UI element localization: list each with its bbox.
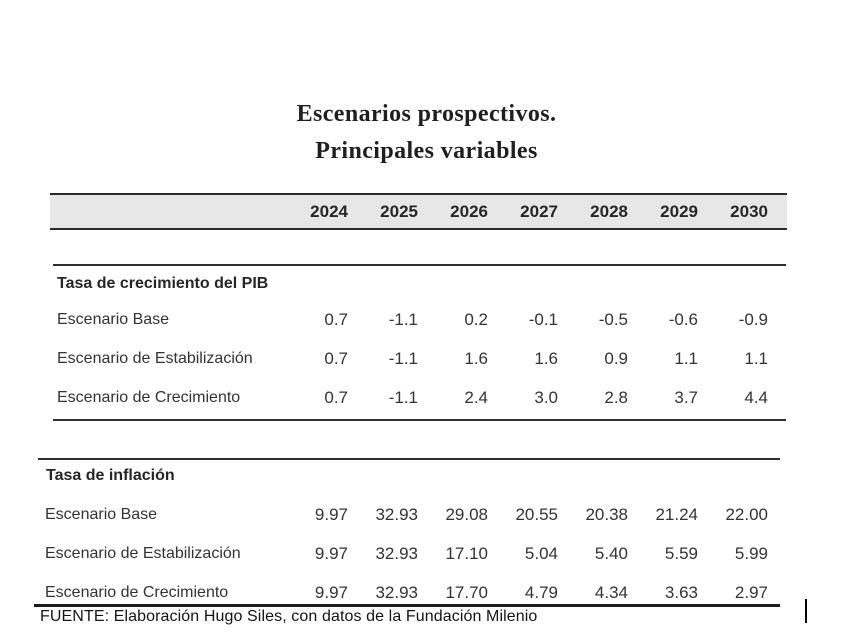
- table-row: Escenario Base 0.7 -1.1 0.2 -0.1 -0.5 -0.6 -0.9: [47, 308, 786, 332]
- table-row: Escenario de Estabilización 9.97 32.93 17.1…: [45, 542, 786, 566]
- value-cell: 0.7: [324, 310, 348, 329]
- value-cell: 9.97: [314, 583, 348, 602]
- value-cell: 3.63: [664, 583, 698, 602]
- value-cell: 1.6: [464, 349, 488, 368]
- table-row: Escenario de Crecimiento 9.97 32.93 17.70 4.…: [45, 581, 786, 605]
- value-cell: -1.1: [388, 388, 418, 407]
- table-row: Escenario Base 9.97 32.93 29.08 20.55 20.38 21…: [45, 503, 786, 527]
- year-header-row: 2024 2025 2026 2027 2028 2029 2030: [50, 193, 787, 230]
- value-cell: 4.79: [524, 583, 558, 602]
- year-header-cell: 2026: [450, 201, 488, 221]
- text-cursor-mark: [805, 599, 807, 623]
- value-cell: 2.8: [604, 388, 628, 407]
- value-cell: -1.1: [388, 310, 418, 329]
- source-note: FUENTE: Elaboración Hugo Siles, con dato…: [40, 608, 538, 625]
- value-cell: 17.10: [445, 544, 488, 563]
- value-cell: 4.4: [744, 388, 768, 407]
- value-cell: -0.1: [528, 310, 558, 329]
- section-header: Tasa de crecimiento del PIB: [57, 275, 269, 292]
- value-cell: 20.55: [515, 505, 558, 524]
- value-cell: 5.40: [594, 544, 628, 563]
- value-cell: 1.1: [674, 349, 698, 368]
- value-cell: 3.7: [674, 388, 698, 407]
- year-header-cell: 2030: [730, 201, 768, 221]
- section-gdp-growth: Tasa de crecimiento del PIB Escenario Ba…: [47, 274, 786, 410]
- row-label: Escenario de Crecimiento: [57, 389, 241, 406]
- row-label: Escenario de Crecimiento: [45, 584, 229, 601]
- section-rows: Escenario Base 0.7 -1.1 0.2 -0.1 -0.5 -0.6 -0.9…: [47, 308, 786, 410]
- rule-table-bottom: [34, 604, 780, 607]
- value-cell: 20.38: [585, 505, 628, 524]
- row-label: Escenario de Estabilización: [45, 545, 241, 562]
- row-label: Escenario Base: [57, 311, 170, 328]
- value-cell: 0.9: [604, 349, 628, 368]
- value-cell: 3.0: [534, 388, 558, 407]
- section-rows: Escenario Base 9.97 32.93 29.08 20.55 20.38 21…: [45, 503, 786, 605]
- year-header-cell: 2029: [660, 201, 698, 221]
- value-cell: 1.6: [534, 349, 558, 368]
- year-header-cell: 2028: [590, 201, 628, 221]
- value-cell: 5.04: [524, 544, 558, 563]
- value-cell: 4.34: [594, 583, 628, 602]
- value-cell: 2.97: [734, 583, 768, 602]
- value-cell: 2.4: [464, 388, 488, 407]
- year-header-cell: 2024: [310, 201, 348, 221]
- table-row: Escenario de Estabilización 0.7 -1.1 1.6 1.6…: [47, 347, 786, 371]
- value-cell: -0.6: [668, 310, 698, 329]
- rule-pib-top: [53, 264, 786, 266]
- value-cell: 1.1: [744, 349, 768, 368]
- section-inflation: Tasa de inflación Escenario Base 9.97 32.9…: [45, 466, 786, 605]
- value-cell: 32.93: [375, 505, 418, 524]
- rule-inflation-top: [38, 458, 780, 460]
- value-cell: 32.93: [375, 544, 418, 563]
- value-cell: 29.08: [445, 505, 488, 524]
- row-label: Escenario Base: [45, 506, 158, 523]
- section-header: Tasa de inflación: [46, 467, 175, 484]
- value-cell: 5.99: [734, 544, 768, 563]
- value-cell: 9.97: [314, 544, 348, 563]
- value-cell: 5.59: [664, 544, 698, 563]
- value-cell: 0.7: [324, 388, 348, 407]
- value-cell: 0.2: [464, 310, 488, 329]
- value-cell: 17.70: [445, 583, 488, 602]
- value-cell: -1.1: [388, 349, 418, 368]
- rule-pib-bottom: [53, 419, 786, 421]
- value-cell: 22.00: [725, 505, 768, 524]
- row-label: Escenario de Estabilización: [57, 350, 253, 367]
- table-row: Escenario de Crecimiento 0.7 -1.1 2.4 3.0 2.8…: [47, 386, 786, 410]
- value-cell: 0.7: [324, 349, 348, 368]
- title-line-1: Escenarios prospectivos.: [296, 101, 557, 127]
- value-cell: 21.24: [655, 505, 698, 524]
- value-cell: 9.97: [314, 505, 348, 524]
- value-cell: 32.93: [375, 583, 418, 602]
- table-title: Escenarios prospectivos. Principales var…: [0, 96, 853, 170]
- title-line-2: Principales variables: [315, 138, 538, 164]
- year-header-cell: 2027: [520, 201, 558, 221]
- value-cell: -0.5: [598, 310, 628, 329]
- year-header-cell: 2025: [380, 201, 418, 221]
- value-cell: -0.9: [738, 310, 768, 329]
